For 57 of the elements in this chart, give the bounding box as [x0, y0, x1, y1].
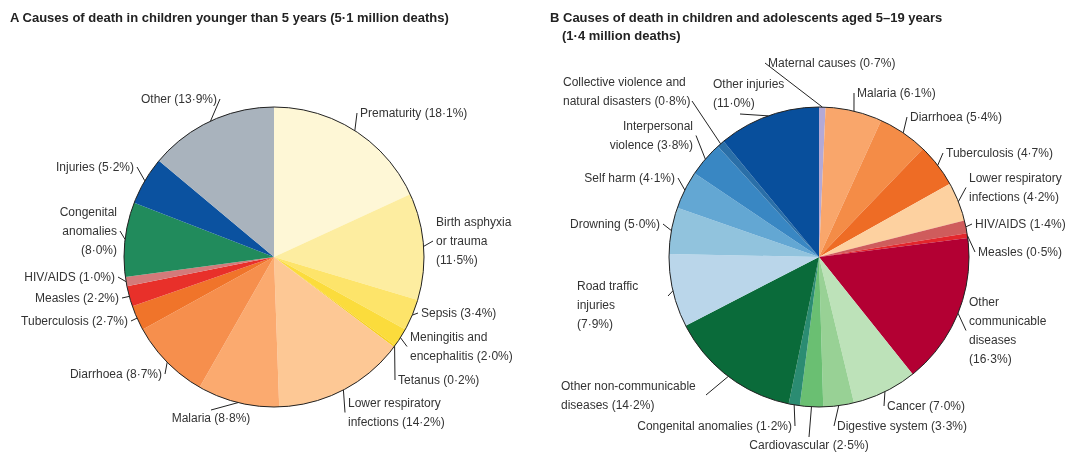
pie-slice: [677, 173, 819, 257]
slice-label: Other communicable diseases (16·3%): [969, 295, 1047, 366]
slice-label: Tuberculosis (4·7%): [946, 146, 1053, 160]
pie-slice: [669, 253, 819, 326]
pie-slice: [199, 257, 280, 407]
pie-slice: [126, 257, 274, 307]
pie-slice: [819, 257, 913, 403]
pie-slice: [819, 257, 854, 407]
pie-slice: [274, 257, 418, 330]
pie-slice: [819, 233, 968, 257]
slice-label: Congenital anomalies (1·2%): [637, 419, 792, 433]
pie-slice: [788, 257, 819, 406]
slice-label: Malaria (8·8%): [171, 411, 251, 425]
slice-label: Cardiovascular (2·5%): [749, 438, 869, 452]
slice-label: Other (13·9%): [140, 92, 217, 106]
pie-slice: [125, 257, 274, 287]
slice-label: Tuberculosis (2·7%): [21, 314, 128, 328]
chart-title: A Causes of death in children younger than 5 years (5·1 million deaths): [10, 10, 449, 25]
slice-label: Other non-communicable diseases (14·2%): [561, 379, 697, 412]
pie-slice: [132, 257, 274, 330]
slice-label: Cancer (7·0%): [887, 399, 966, 413]
slice-label: Sepsis (3·4%): [421, 306, 497, 320]
pie-slice: [819, 183, 965, 257]
slice-label: HIV/AIDS (1·4%): [975, 217, 1066, 231]
slice-label: Road traffic injuries (7·9%): [577, 279, 639, 331]
pie-slice: [819, 237, 969, 375]
slice-label: Self harm (4·1%): [584, 171, 675, 185]
pie-slice: [158, 107, 274, 257]
slice-label: Injuries (5·2%): [55, 160, 134, 174]
slice-label: Diarrhoea (5·4%): [910, 110, 1003, 124]
slice-label: Diarrhoea (8·7%): [69, 367, 162, 381]
pie-slice: [819, 107, 882, 257]
slice-label: Collective violence and natural disasters (0·8%): [563, 75, 691, 108]
slice-label: Congenital anomalies (8·0%): [59, 205, 117, 257]
slice-label: Tetanus (0·2%): [398, 373, 480, 387]
slice-label: Prematurity (18·1%): [360, 106, 468, 120]
slice-label: Interpersonal violence (3·8%): [609, 119, 693, 152]
pie-slice: [134, 160, 274, 257]
pie-slice: [819, 120, 923, 257]
slice-label: Lower respiratory infections (14·2%): [348, 396, 445, 429]
slice-label: Drowning (5·0%): [569, 217, 660, 231]
chart-title: B Causes of death in children and adolescents aged 5–19 years (1·4 million deaths): [550, 10, 943, 43]
slice-label: Measles (0·5%): [978, 245, 1063, 259]
slice-label: HIV/AIDS (1·0%): [24, 270, 115, 284]
slice-label: Maternal causes (0·7%): [768, 56, 896, 70]
slice-label: Meningitis and encephalitis (2·0%): [410, 330, 513, 363]
pie-slice: [694, 146, 819, 257]
slice-label: Lower respiratory infections (4·2%): [969, 171, 1062, 204]
slice-label: Digestive system (3·3%): [837, 419, 968, 433]
pie-slice: [819, 220, 968, 257]
slice-label: Other injuries (11·0%): [713, 77, 785, 110]
pie-slice: [124, 202, 274, 277]
slice-label: Birth asphyxia or trauma (11·5%): [436, 215, 512, 267]
slice-label: Measles (2·2%): [34, 291, 119, 305]
slice-label: Malaria (6·1%): [857, 86, 936, 100]
pie-slice: [274, 194, 424, 301]
pie-slice: [669, 207, 819, 257]
